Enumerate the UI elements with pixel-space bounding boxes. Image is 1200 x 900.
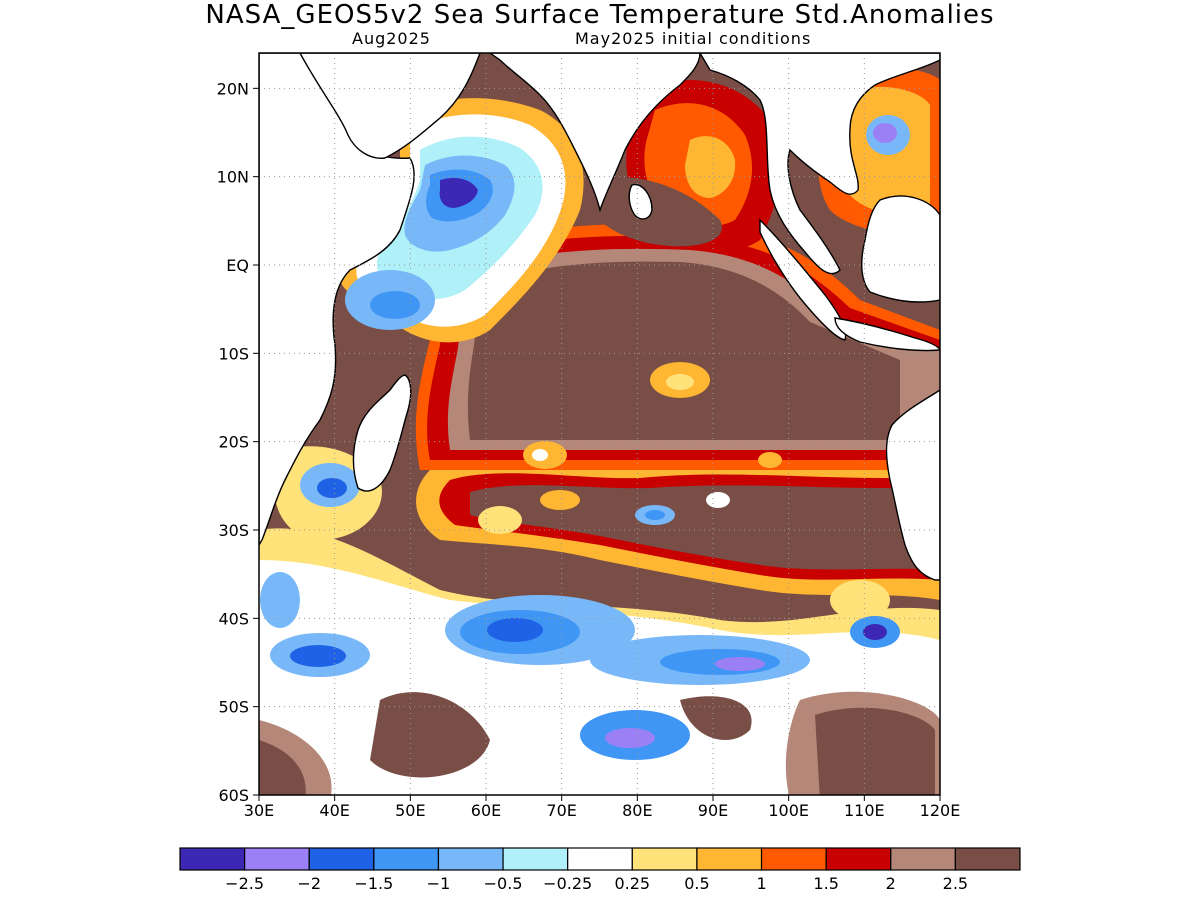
lat-tick-label: 10N bbox=[217, 168, 249, 187]
lon-tick-label: 90E bbox=[698, 801, 728, 820]
lat-tick-label: 60S bbox=[218, 786, 249, 805]
lon-tick-label: 40E bbox=[319, 801, 349, 820]
lon-tick-label: 80E bbox=[622, 801, 652, 820]
color-bar-label: 2.5 bbox=[943, 874, 968, 893]
color-bar bbox=[179, 847, 1021, 871]
lon-tick-label: 120E bbox=[920, 801, 961, 820]
color-bar-swatch bbox=[373, 847, 440, 871]
lat-tick-label: 40S bbox=[218, 609, 249, 628]
color-bar-swatch bbox=[696, 847, 763, 871]
color-bar-label: 1.5 bbox=[813, 874, 838, 893]
color-bar-swatch bbox=[179, 847, 246, 871]
lon-tick-label: 110E bbox=[844, 801, 885, 820]
lon-tick-label: 50E bbox=[395, 801, 425, 820]
color-bar-swatch bbox=[567, 847, 633, 871]
lat-tick-label: 50S bbox=[218, 698, 249, 717]
lon-tick-label: 70E bbox=[546, 801, 576, 820]
lat-tick-label: 30S bbox=[218, 521, 249, 540]
color-bar-label: 1 bbox=[756, 874, 766, 893]
color-bar-labels: −2.5 −2 −1.5 −1 −0.5 −0.25 0.25 0.5 1 1.5 2 2.5 bbox=[225, 874, 968, 893]
lat-tick-label: 10S bbox=[218, 344, 249, 363]
color-bar-swatch bbox=[437, 847, 504, 871]
color-bar-swatch bbox=[890, 847, 956, 871]
latitude-axis: 20N 10N EQ 10S 20S 30S 40S 50S 60S bbox=[217, 79, 259, 805]
color-bar-swatch bbox=[954, 847, 1021, 871]
color-bar-swatch bbox=[308, 847, 375, 871]
longitude-axis: 30E 40E 50E 60E 70E 80E 90E 100E 110E 120E bbox=[244, 795, 961, 820]
map-frame bbox=[258, 52, 941, 796]
color-bar-swatch bbox=[502, 847, 569, 871]
color-bar-label: 2 bbox=[886, 874, 896, 893]
anomaly-field bbox=[259, 53, 940, 795]
color-bar-label: −0.5 bbox=[484, 874, 523, 893]
color-bar-label: 0.5 bbox=[684, 874, 709, 893]
lon-tick-label: 60E bbox=[471, 801, 501, 820]
color-bar-label: −0.25 bbox=[543, 874, 592, 893]
lat-tick-label: EQ bbox=[226, 256, 249, 275]
lon-tick-label: 30E bbox=[244, 801, 274, 820]
color-bar-swatch bbox=[825, 847, 892, 871]
color-bar-label: −1 bbox=[427, 874, 451, 893]
color-bar-label: 0.25 bbox=[614, 874, 650, 893]
color-bar-swatch bbox=[760, 847, 827, 871]
lat-tick-label: 20N bbox=[217, 79, 249, 98]
color-bar-swatch bbox=[244, 847, 310, 871]
map-gridlines bbox=[259, 53, 940, 795]
initial-conditions-label: May2025 initial conditions bbox=[575, 29, 812, 48]
land-masses bbox=[259, 53, 940, 581]
lon-tick-label: 100E bbox=[768, 801, 809, 820]
color-bar-label: −1.5 bbox=[354, 874, 393, 893]
color-bar-swatch bbox=[631, 847, 698, 871]
color-bar-label: −2.5 bbox=[225, 874, 264, 893]
color-bar-label: −2 bbox=[297, 874, 321, 893]
map-title: NASA_GEOS5v2 Sea Surface Temperature Std… bbox=[205, 0, 995, 30]
valid-month-label: Aug2025 bbox=[352, 29, 431, 48]
lat-tick-label: 20S bbox=[218, 433, 249, 452]
